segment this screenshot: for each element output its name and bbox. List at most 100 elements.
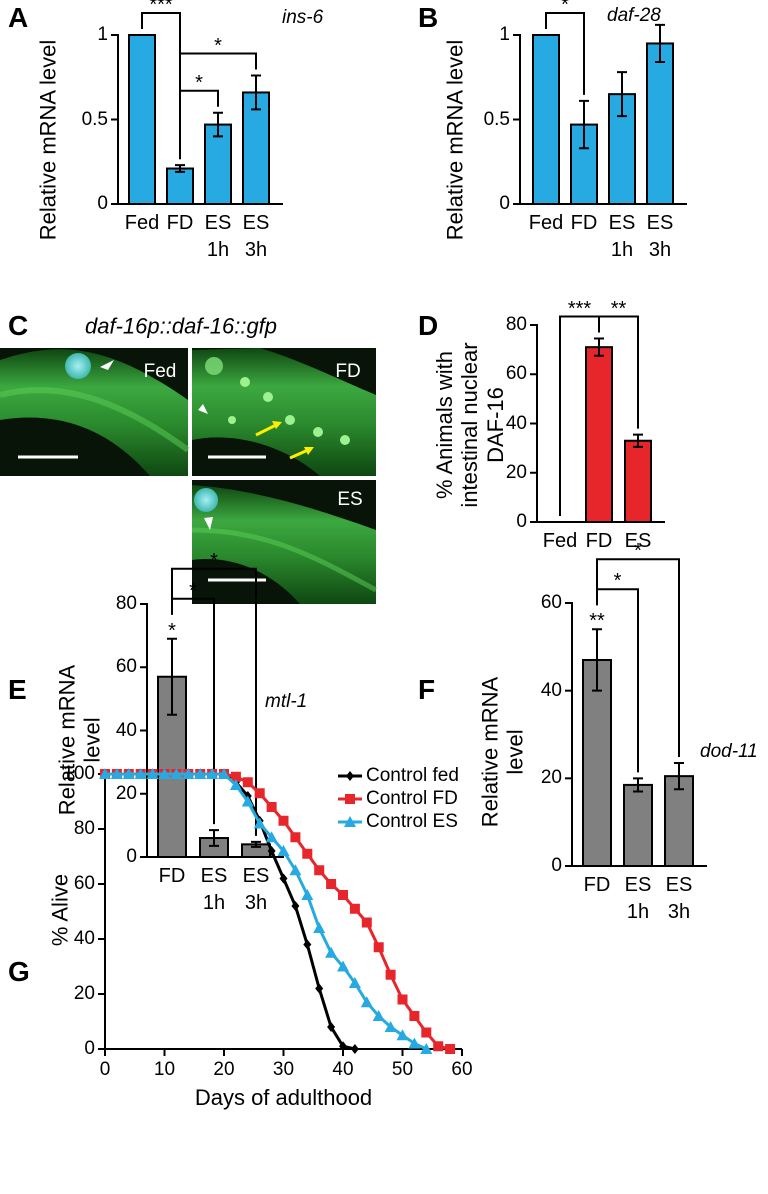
y-tick-label: 0 [499, 193, 510, 215]
x-tick-label: 40 [332, 1059, 354, 1080]
y-tick-label: 0 [551, 855, 562, 877]
x-tick-label: Fed [528, 212, 564, 234]
marker [254, 788, 265, 799]
x-tick-label: FD [583, 874, 611, 896]
marker [313, 922, 326, 933]
y-tick-label: 60 [505, 363, 527, 385]
y-tick-label: 60 [540, 592, 562, 614]
marker [230, 771, 241, 782]
marker [206, 768, 219, 779]
panel-label: D [418, 309, 439, 341]
significance-label: * [168, 619, 176, 642]
marker [396, 1029, 409, 1041]
marker [242, 777, 253, 788]
x-tick-label: 20 [213, 1059, 235, 1080]
marker [338, 890, 348, 900]
x-tick-label: ES 1h [608, 212, 636, 261]
marker [194, 768, 207, 779]
marker [384, 1021, 397, 1032]
marker [266, 802, 277, 812]
significance-label: * [561, 0, 569, 16]
marker [278, 815, 289, 826]
x-tick-label: 10 [153, 1059, 176, 1080]
panel-label: E [8, 673, 27, 705]
x-tick-label: ES [624, 530, 652, 552]
y-tick-label: 40 [540, 679, 562, 701]
significance-label: *** [567, 297, 592, 320]
error-bar [175, 164, 185, 173]
marker [326, 879, 337, 889]
marker [302, 848, 313, 859]
panel-label: C [8, 309, 29, 341]
y-tick-label: 20 [73, 983, 95, 1005]
marker [325, 946, 338, 958]
significance-label: * [195, 71, 203, 94]
y-tick-label: 80 [73, 818, 95, 840]
marker [229, 779, 242, 790]
marker [372, 1010, 385, 1021]
significance-label: * [214, 34, 222, 57]
significance-label: * [634, 540, 642, 563]
y-axis-label: Relative mRNA level [54, 664, 105, 816]
bar [532, 34, 560, 205]
panel-label: B [418, 1, 439, 33]
x-tick-label: ES 1h [204, 212, 232, 261]
marker [397, 994, 408, 1005]
x-tick-label: ES 3h [646, 212, 674, 261]
legend-label: Control ES [366, 811, 458, 833]
error-bar [213, 111, 223, 138]
x-tick-label: ES 1h [624, 874, 652, 923]
panel-label: F [418, 673, 436, 705]
y-tick-label: 60 [115, 656, 137, 678]
x-tick-label: FD [166, 212, 194, 234]
y-tick-label: 0 [516, 511, 527, 533]
x-tick-label: FD [585, 530, 613, 552]
x-tick-label: ES 1h [200, 865, 228, 914]
marker [277, 845, 290, 856]
marker [301, 889, 314, 900]
marker [279, 873, 288, 884]
marker [409, 1011, 420, 1021]
marker [360, 996, 373, 1008]
marker [99, 768, 111, 779]
legend-label: Control FD [366, 788, 458, 810]
y-axis-label: Relative mRNA level [35, 39, 61, 241]
error-bar [633, 433, 643, 448]
x-tick-label: Fed [124, 212, 160, 234]
y-tick-label: 40 [73, 928, 95, 950]
y-tick-label: 60 [73, 873, 95, 895]
x-tick-label: 30 [272, 1059, 295, 1080]
x-tick-label: ES 3h [665, 874, 693, 923]
x-tick-label: FD [570, 212, 598, 234]
marker [314, 865, 325, 876]
gene-label: dod-11 [700, 741, 758, 763]
x-tick-label: 50 [391, 1059, 414, 1080]
bar [585, 346, 613, 523]
error-bar [617, 71, 627, 118]
marker [350, 1044, 359, 1054]
error-bar [251, 840, 261, 848]
y-tick-label: 40 [115, 719, 137, 741]
marker [241, 795, 254, 807]
y-tick-label: 20 [115, 782, 137, 804]
y-tick-label: 1 [499, 24, 510, 46]
significance-label: ** [589, 610, 605, 633]
y-tick-label: 0 [97, 193, 108, 215]
marker [433, 1041, 444, 1052]
marker [134, 768, 147, 779]
legend-marker [346, 771, 354, 781]
gene-label: ins-6 [282, 7, 324, 29]
y-tick-label: 0.5 [81, 108, 108, 130]
marker [445, 1044, 456, 1054]
y-tick-label: 40 [505, 412, 527, 434]
micrograph-fd [192, 348, 376, 476]
x-tick-label: FD [158, 865, 186, 887]
bar [623, 783, 653, 867]
significance-bracket [171, 567, 257, 836]
bar [624, 439, 652, 523]
marker [253, 817, 266, 829]
y-tick-label: 80 [505, 314, 527, 336]
y-axis-label: % Alive [47, 873, 73, 947]
series-line [105, 772, 427, 1051]
